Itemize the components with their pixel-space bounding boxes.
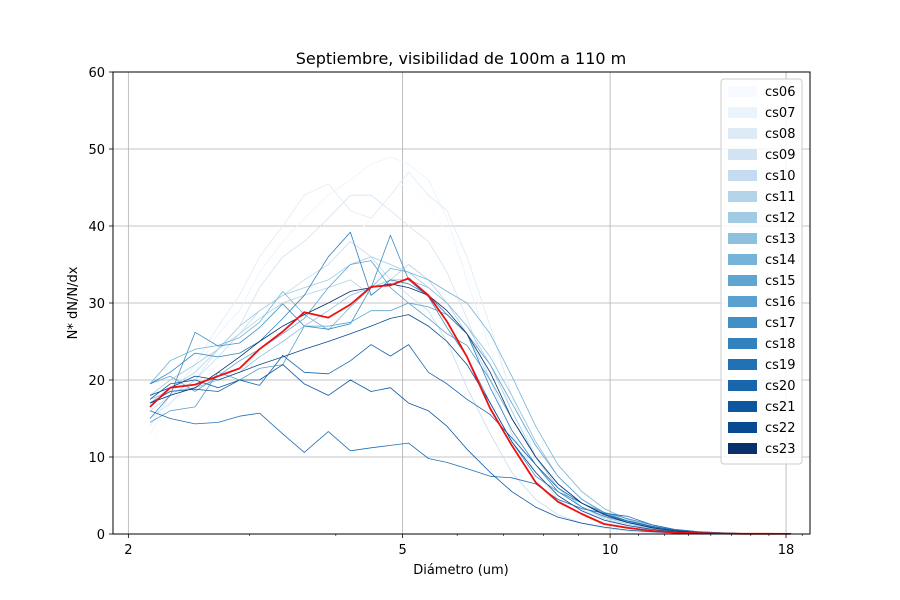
y-tick-label: 60: [88, 66, 105, 81]
x-tick-label: 2: [124, 543, 132, 558]
legend-label-cs19: cs19: [765, 358, 795, 373]
legend-swatch-cs08: [728, 128, 757, 139]
legend-swatch-cs06: [728, 86, 757, 97]
legend-label-cs10: cs10: [765, 169, 795, 184]
legend-swatch-cs21: [728, 401, 757, 412]
legend-label-cs23: cs23: [765, 442, 795, 457]
legend-swatch-cs18: [728, 338, 757, 349]
legend-swatch-cs09: [728, 149, 757, 160]
legend-label-cs07: cs07: [765, 106, 795, 121]
legend-swatch-cs17: [728, 317, 757, 328]
legend-label-cs08: cs08: [765, 127, 795, 142]
legend-label-cs09: cs09: [765, 148, 795, 163]
legend-label-cs21: cs21: [765, 400, 795, 415]
x-tick-label: 5: [398, 543, 406, 558]
legend-label-cs12: cs12: [765, 211, 795, 226]
x-tick-label: 10: [602, 543, 619, 558]
x-axis-label: Diámetro (um): [413, 563, 509, 578]
legend-swatch-cs13: [728, 233, 757, 244]
legend-swatch-cs11: [728, 191, 757, 202]
legend-swatch-cs10: [728, 170, 757, 181]
legend-swatch-cs07: [728, 107, 757, 118]
legend-label-cs20: cs20: [765, 379, 795, 394]
x-axis-ticks: 2 5 10 18: [124, 534, 803, 558]
legend-label-cs16: cs16: [765, 295, 795, 310]
series-line-cs19: [149, 410, 792, 535]
y-tick-label: 10: [88, 451, 105, 466]
y-tick-label: 30: [88, 297, 105, 312]
x-tick-label: 18: [778, 543, 795, 558]
legend-swatch-cs15: [728, 275, 757, 286]
mean-line: [149, 277, 792, 535]
legend-label-cs06: cs06: [765, 85, 795, 100]
legend-label-cs15: cs15: [765, 274, 795, 289]
legend-swatch-cs23: [728, 443, 757, 454]
legend-label-cs14: cs14: [765, 253, 795, 268]
legend-swatch-cs16: [728, 296, 757, 307]
legend: cs06 cs07 cs08 cs09 cs10 cs11 cs12 cs13 cs14 cs15…: [720, 78, 803, 465]
y-tick-label: 0: [97, 528, 105, 543]
legend-label-cs11: cs11: [765, 190, 795, 205]
legend-label-cs22: cs22: [765, 421, 795, 436]
y-axis-label: N* dN/N/dx: [66, 266, 81, 339]
legend-swatch-cs14: [728, 254, 757, 265]
legend-swatch-cs20: [728, 380, 757, 391]
series-line-cs20: [149, 344, 792, 535]
legend-label-cs17: cs17: [765, 316, 795, 331]
legend-label-cs18: cs18: [765, 337, 795, 352]
y-tick-label: 40: [88, 220, 105, 235]
legend-label-cs13: cs13: [765, 232, 795, 247]
legend-swatch-cs12: [728, 212, 757, 223]
series-line-cs23: [149, 283, 792, 535]
legend-swatch-cs19: [728, 359, 757, 370]
mean-series-line: [149, 277, 792, 535]
y-axis-ticks: 0 10 20 30 40 50 60: [88, 66, 113, 543]
series-lines: [149, 156, 792, 535]
chart-title: Septiembre, visibilidad de 100m a 110 m: [296, 49, 627, 68]
y-tick-label: 50: [88, 143, 105, 158]
y-tick-label: 20: [88, 374, 105, 389]
legend-swatch-cs22: [728, 422, 757, 433]
